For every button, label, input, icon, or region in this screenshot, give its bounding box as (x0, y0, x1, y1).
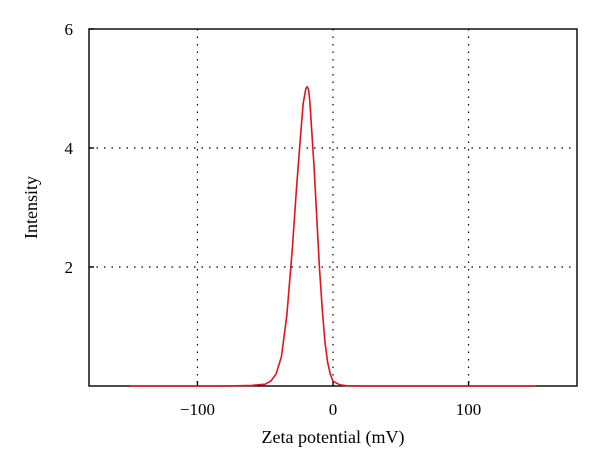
x-tick-label: 0 (329, 400, 338, 419)
y-tick-label: 6 (65, 20, 74, 39)
series-line (129, 85, 537, 387)
series-group (129, 85, 537, 387)
x-tick-label: −100 (180, 400, 215, 419)
x-tick-label: 100 (456, 400, 482, 419)
x-axis-title: Zeta potential (mV) (262, 427, 405, 448)
y-axis-title: Intensity (21, 176, 41, 239)
y-tick-label: 2 (65, 258, 74, 277)
axis-ticks: −100 0 100 2 4 6 (65, 20, 482, 419)
y-tick-label: 4 (65, 139, 74, 158)
grid (89, 29, 577, 386)
